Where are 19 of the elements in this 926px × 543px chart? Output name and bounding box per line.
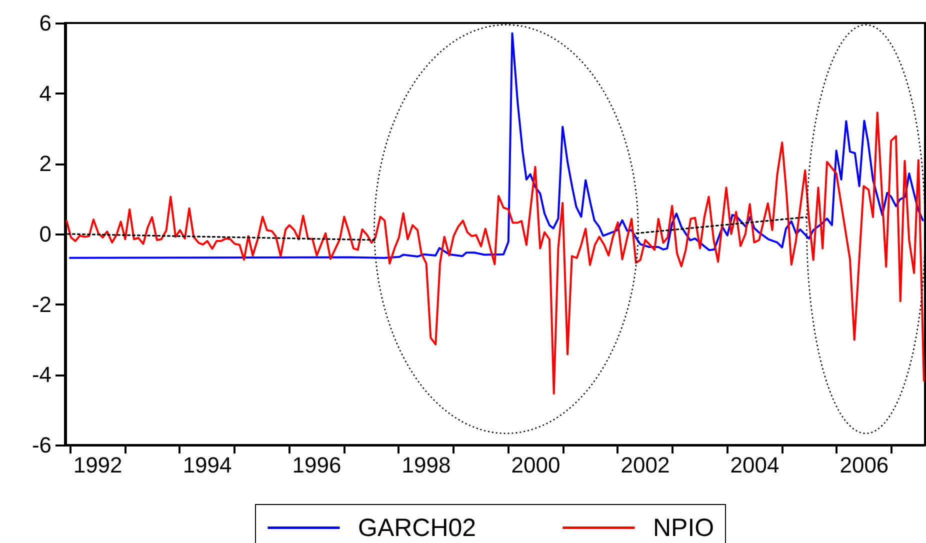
y-tick-label: -2 [32, 292, 52, 317]
x-tick-label: 2004 [730, 452, 780, 478]
y-tick-label: 0 [39, 222, 52, 246]
y-tick-label: 6 [39, 10, 52, 36]
y-tick-label: 4 [39, 80, 52, 106]
x-tick-label: 1994 [182, 452, 232, 478]
legend-label: GARCH02 [358, 514, 476, 542]
x-tick-label: 1992 [73, 452, 122, 478]
y-tick-label: 2 [39, 151, 52, 176]
y-tick-label: -6 [32, 432, 52, 458]
line-series [68, 32, 924, 259]
x-tick-label: 2000 [511, 452, 560, 478]
y-tick-label: -4 [32, 362, 52, 388]
legend-label: NPIO [653, 514, 714, 542]
x-tick-label: 1998 [402, 452, 451, 478]
x-tick-label: 2002 [620, 452, 670, 478]
x-tick-label: 1996 [292, 452, 342, 478]
line-series [66, 112, 925, 395]
x-tick-label: 2006 [840, 452, 889, 478]
